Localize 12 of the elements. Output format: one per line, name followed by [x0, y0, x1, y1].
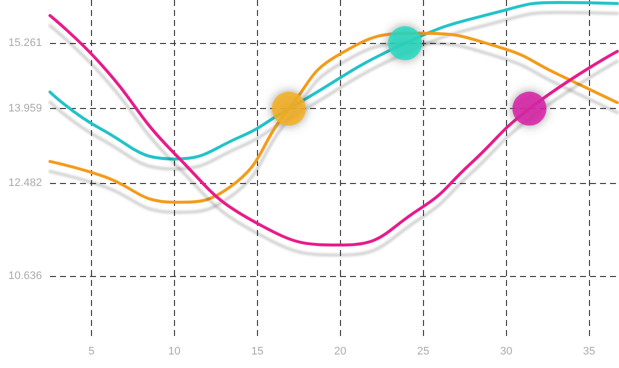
- x-tick-label: 15: [251, 346, 264, 358]
- line-series: [48, 14, 619, 246]
- x-tick-label: 10: [168, 346, 181, 358]
- x-tick-label: 25: [417, 346, 430, 358]
- y-tick-label: 10.636: [8, 270, 42, 282]
- y-tick-label: 13.959: [8, 102, 42, 115]
- y-tick-label: 15.261: [8, 37, 42, 50]
- x-tick-label: 35: [583, 346, 596, 358]
- y-tick-label: 12.482: [8, 176, 42, 189]
- x-tick-label: 20: [334, 346, 346, 358]
- x-tick-label: 30: [500, 346, 512, 358]
- x-tick-label: 5: [88, 346, 95, 358]
